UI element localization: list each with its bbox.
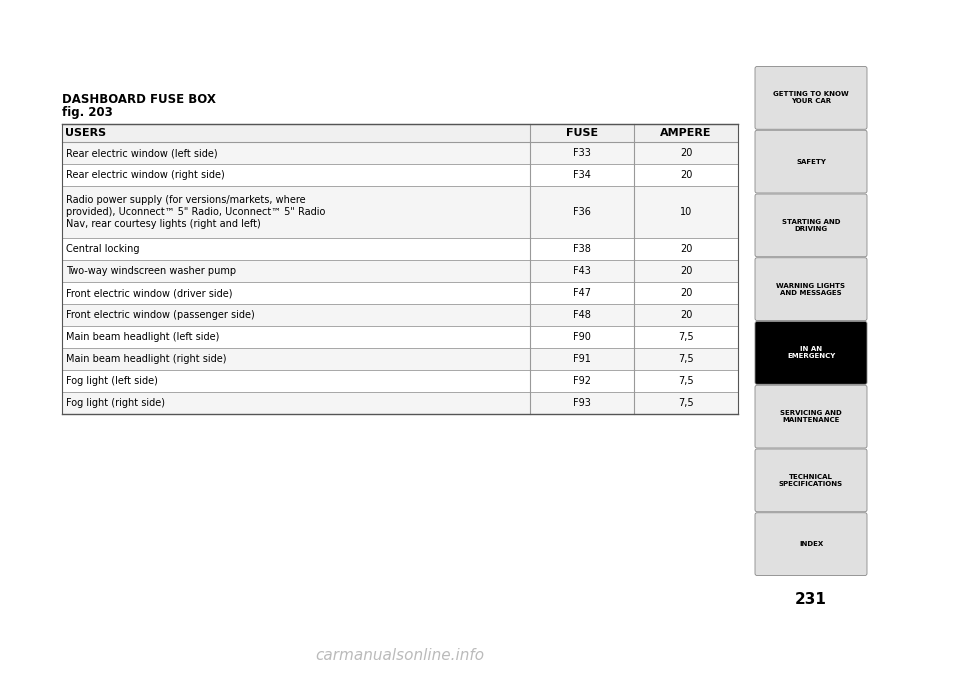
Text: 20: 20 <box>680 288 692 298</box>
Text: USERS: USERS <box>65 128 107 138</box>
FancyBboxPatch shape <box>755 449 867 512</box>
Text: 20: 20 <box>680 148 692 158</box>
Text: WARNING LIGHTS
AND MESSAGES: WARNING LIGHTS AND MESSAGES <box>777 282 846 295</box>
Text: STARTING AND
DRIVING: STARTING AND DRIVING <box>781 219 840 232</box>
Text: Rear electric window (right side): Rear electric window (right side) <box>66 170 225 180</box>
Text: FUSE: FUSE <box>566 128 598 138</box>
Text: F33: F33 <box>573 148 591 158</box>
Text: SERVICING AND
MAINTENANCE: SERVICING AND MAINTENANCE <box>780 410 842 423</box>
Text: 7,5: 7,5 <box>678 398 694 408</box>
Text: Main beam headlight (right side): Main beam headlight (right side) <box>66 354 227 364</box>
Text: IN AN
EMERGENCY: IN AN EMERGENCY <box>787 346 835 359</box>
Text: GETTING TO KNOW
YOUR CAR: GETTING TO KNOW YOUR CAR <box>773 92 849 105</box>
Bar <box>62 260 738 282</box>
Text: 231: 231 <box>795 592 827 607</box>
Text: 20: 20 <box>680 244 692 254</box>
Text: F43: F43 <box>573 266 591 276</box>
Text: 20: 20 <box>680 170 692 180</box>
Text: Radio power supply (for versions/markets, where
provided), Uconnect™ 5" Radio, U: Radio power supply (for versions/markets… <box>66 195 325 230</box>
FancyBboxPatch shape <box>755 321 867 384</box>
Text: 7,5: 7,5 <box>678 332 694 342</box>
Text: 10: 10 <box>680 207 692 217</box>
Text: AMPERE: AMPERE <box>660 128 711 138</box>
Text: Fog light (left side): Fog light (left side) <box>66 376 157 386</box>
Text: F91: F91 <box>573 354 591 364</box>
Text: F48: F48 <box>573 310 591 320</box>
Bar <box>62 186 738 238</box>
Text: F34: F34 <box>573 170 591 180</box>
Text: 7,5: 7,5 <box>678 376 694 386</box>
FancyBboxPatch shape <box>755 385 867 448</box>
Text: F93: F93 <box>573 398 591 408</box>
Text: Rear electric window (left side): Rear electric window (left side) <box>66 148 218 158</box>
Text: F47: F47 <box>573 288 591 298</box>
Text: 20: 20 <box>680 266 692 276</box>
Text: Main beam headlight (left side): Main beam headlight (left side) <box>66 332 220 342</box>
Text: DASHBOARD FUSE BOX: DASHBOARD FUSE BOX <box>62 93 216 106</box>
Text: 20: 20 <box>680 310 692 320</box>
Bar <box>62 124 738 142</box>
FancyBboxPatch shape <box>755 513 867 576</box>
Bar <box>62 348 738 370</box>
Text: INDEX: INDEX <box>799 541 823 547</box>
FancyBboxPatch shape <box>755 258 867 320</box>
Text: Central locking: Central locking <box>66 244 139 254</box>
Bar <box>62 142 738 164</box>
Text: fig. 203: fig. 203 <box>62 106 112 119</box>
Text: Two-way windscreen washer pump: Two-way windscreen washer pump <box>66 266 236 276</box>
Text: TECHNICAL
SPECIFICATIONS: TECHNICAL SPECIFICATIONS <box>779 474 843 487</box>
FancyBboxPatch shape <box>755 130 867 193</box>
Text: Front electric window (driver side): Front electric window (driver side) <box>66 288 232 298</box>
Text: SAFETY: SAFETY <box>796 159 826 164</box>
Text: F90: F90 <box>573 332 591 342</box>
FancyBboxPatch shape <box>755 194 867 257</box>
Bar <box>62 304 738 326</box>
Text: Fog light (right side): Fog light (right side) <box>66 398 165 408</box>
Text: carmanualsonline.info: carmanualsonline.info <box>316 648 485 663</box>
Bar <box>62 392 738 414</box>
Text: F36: F36 <box>573 207 591 217</box>
Text: 7,5: 7,5 <box>678 354 694 364</box>
Text: Front electric window (passenger side): Front electric window (passenger side) <box>66 310 254 320</box>
FancyBboxPatch shape <box>755 67 867 129</box>
Text: F38: F38 <box>573 244 591 254</box>
Text: F92: F92 <box>573 376 591 386</box>
